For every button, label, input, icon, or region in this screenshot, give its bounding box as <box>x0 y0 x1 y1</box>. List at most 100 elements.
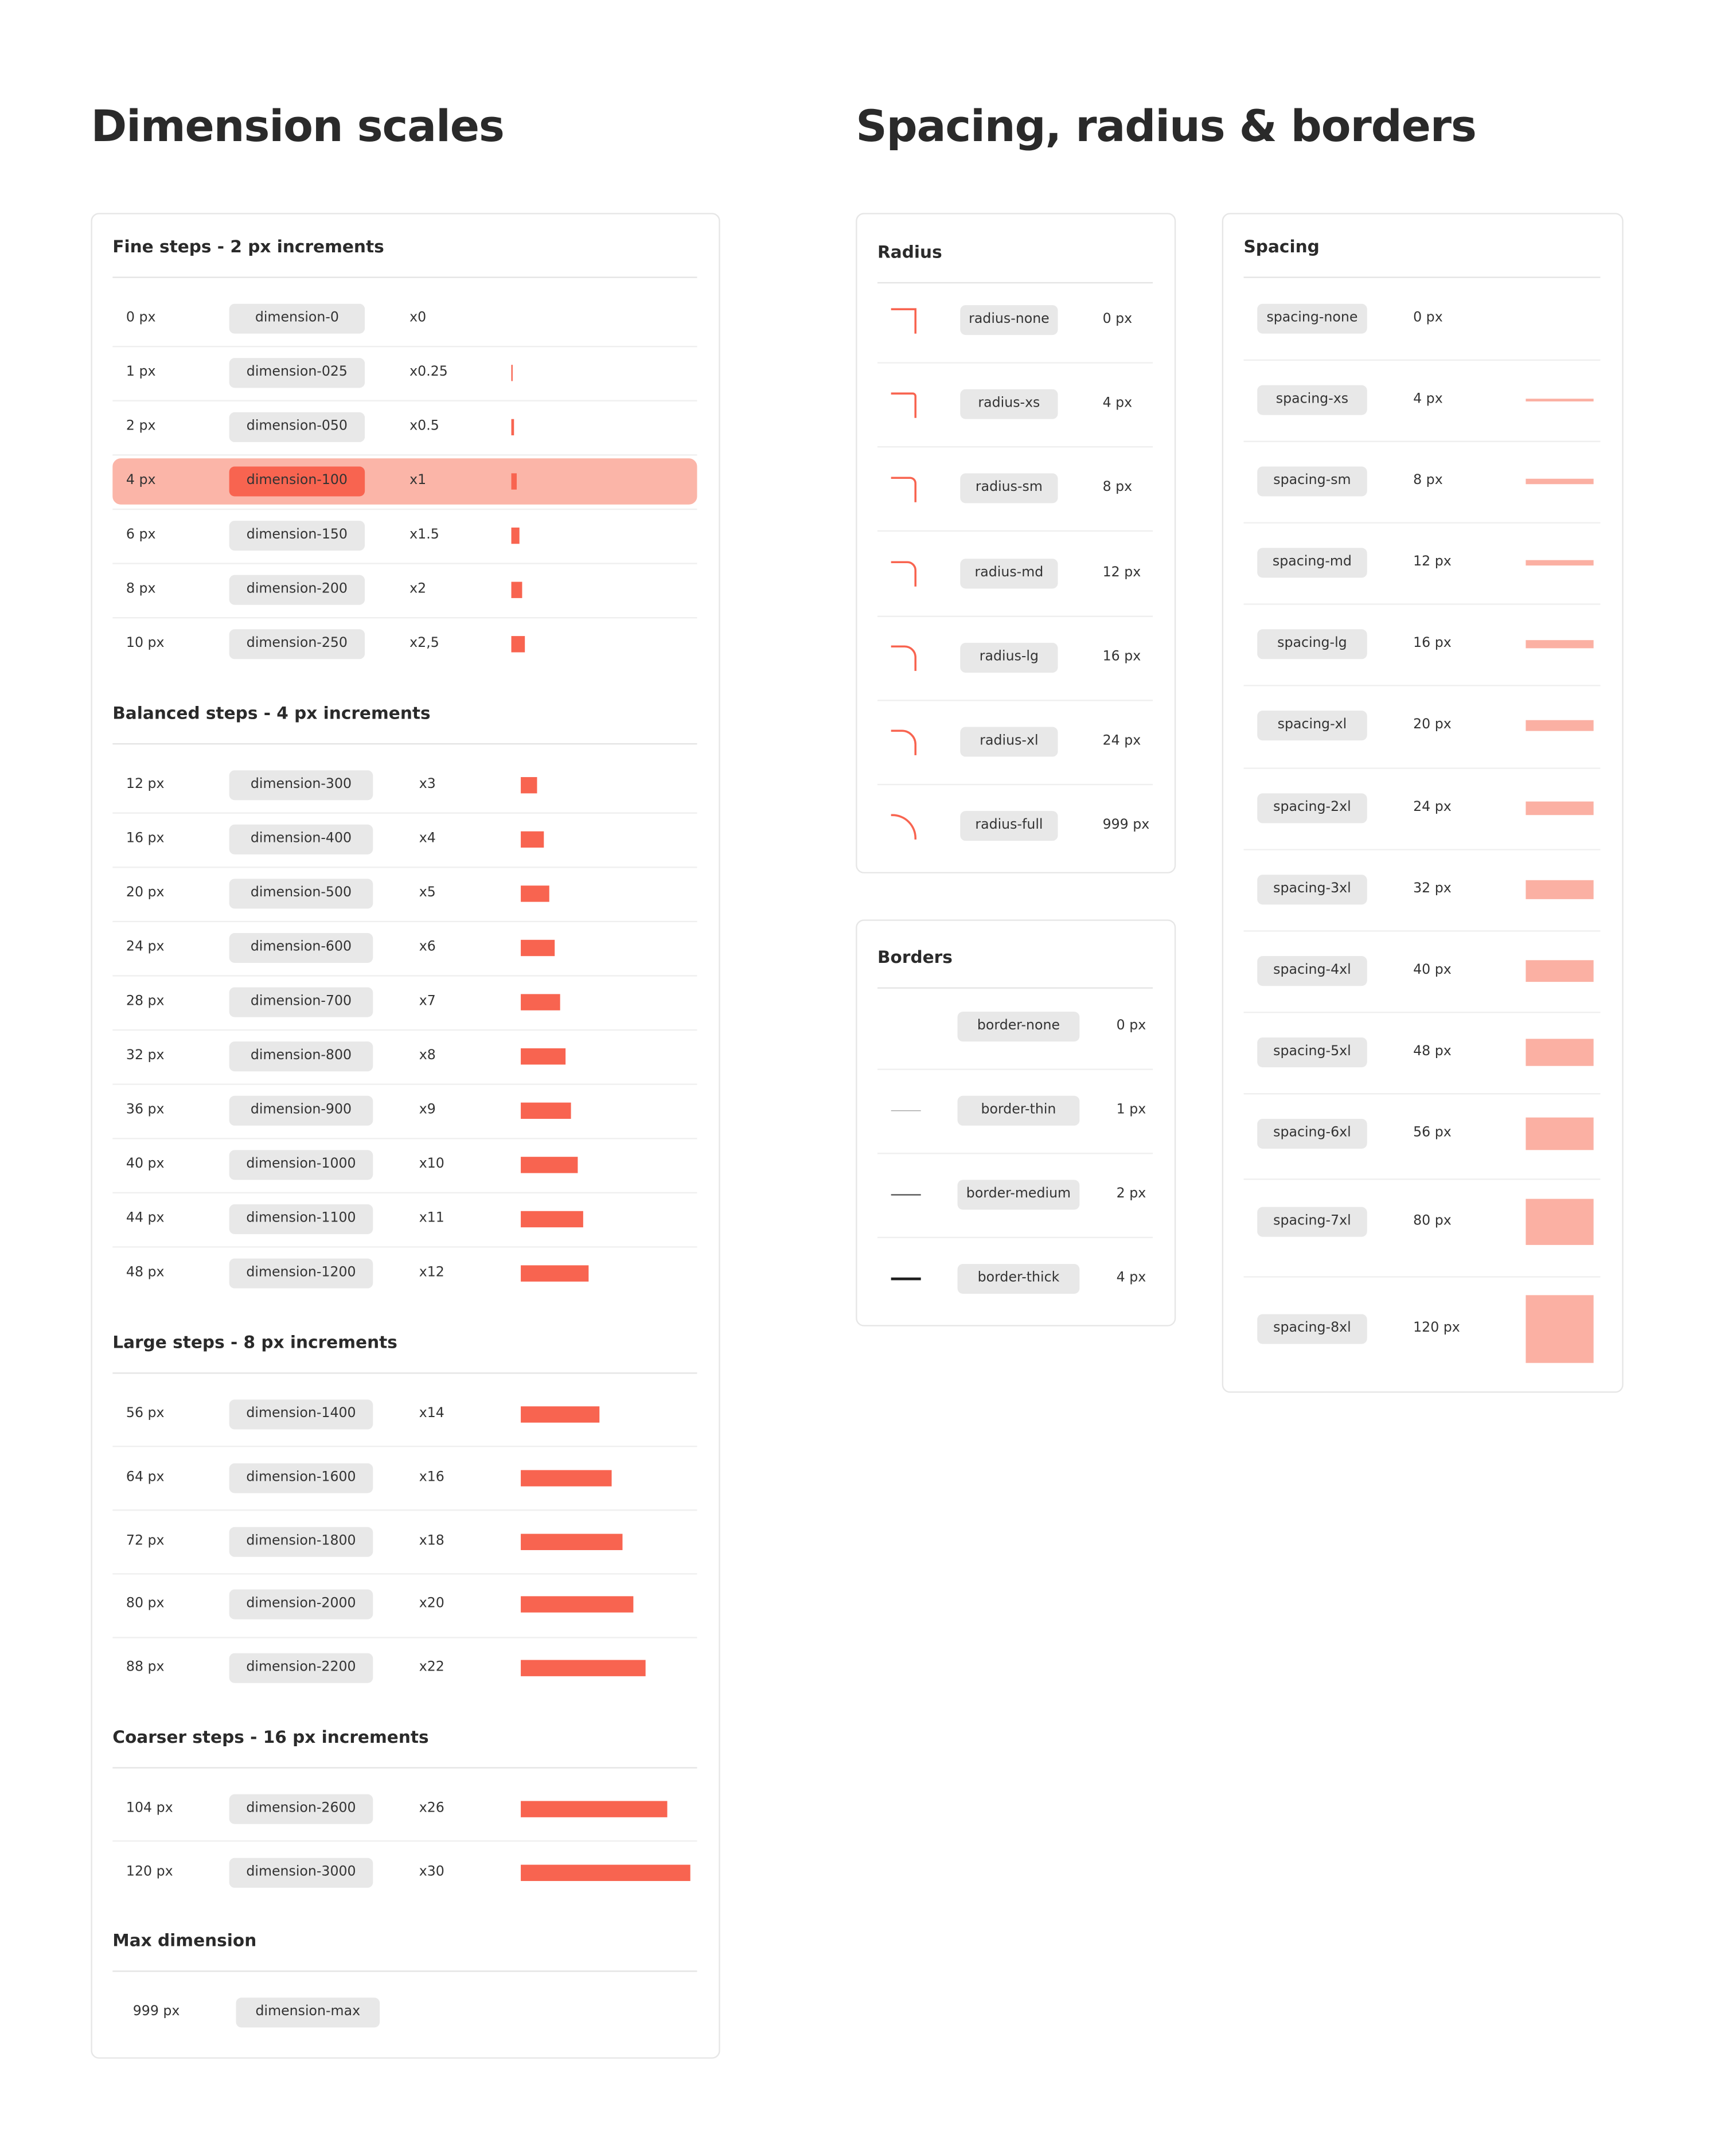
row-separator <box>1243 767 1601 768</box>
size-label: 120 px <box>1413 1321 1460 1336</box>
row-separator <box>112 563 697 564</box>
divider <box>877 987 1153 989</box>
highlight <box>112 458 697 505</box>
token: dimension-1800 <box>229 1526 373 1556</box>
spacing-swatch <box>1526 559 1594 567</box>
size-label: 36 px <box>126 1102 165 1118</box>
multiplier: x18 <box>419 1533 444 1548</box>
row-separator <box>877 362 1153 364</box>
multiplier: x1 <box>409 473 427 489</box>
size-label: 999 px <box>1102 818 1150 833</box>
row-separator <box>877 1236 1153 1239</box>
row-separator <box>112 1083 697 1085</box>
size-label: 72 px <box>126 1533 165 1548</box>
size-bar <box>521 1469 611 1486</box>
size-label: 999 px <box>132 2004 180 2020</box>
size-label: 12 px <box>126 777 165 793</box>
token: radius-full <box>960 811 1058 841</box>
token: radius-md <box>960 558 1058 588</box>
size-label: 10 px <box>126 636 165 651</box>
row-separator <box>112 346 697 348</box>
size-bar <box>511 473 517 490</box>
row-separator <box>1243 603 1601 605</box>
token: spacing-lg <box>1257 629 1367 660</box>
token: spacing-5xl <box>1257 1037 1367 1068</box>
card <box>91 213 720 2059</box>
row-separator <box>877 699 1153 701</box>
size-label: 8 px <box>126 582 156 597</box>
size-label: 80 px <box>1413 1213 1452 1229</box>
token: spacing-none <box>1257 303 1367 334</box>
token: dimension-250 <box>229 629 365 660</box>
spacing-swatch <box>1526 880 1594 899</box>
row-separator <box>1243 1093 1601 1095</box>
radius-icon <box>891 814 917 840</box>
row-separator <box>1243 440 1601 442</box>
size-label: 0 px <box>1413 310 1443 326</box>
token: radius-xl <box>960 727 1058 757</box>
size-label: 48 px <box>126 1265 165 1281</box>
multiplier: x9 <box>419 1102 436 1118</box>
size-label: 1 px <box>126 365 156 380</box>
size-label: 28 px <box>126 994 165 1009</box>
multiplier: x11 <box>419 1211 444 1226</box>
section-heading: Radius <box>877 241 942 262</box>
size-label: 0 px <box>126 310 156 326</box>
size-label: 4 px <box>126 473 156 489</box>
size-bar <box>511 636 526 653</box>
size-label: 24 px <box>1413 800 1452 815</box>
size-label: 120 px <box>126 1864 173 1880</box>
token: spacing-xl <box>1257 711 1367 741</box>
multiplier: x6 <box>419 939 436 955</box>
size-bar <box>521 1211 583 1228</box>
spacing-swatch <box>1526 399 1594 401</box>
size-label: 40 px <box>126 1157 165 1172</box>
token: spacing-8xl <box>1257 1314 1367 1344</box>
row-separator <box>1243 1012 1601 1013</box>
size-bar <box>521 1596 634 1613</box>
token: border-medium <box>957 1180 1080 1210</box>
row-separator <box>112 1138 697 1140</box>
row-separator <box>877 783 1153 785</box>
token: dimension-1100 <box>229 1204 373 1234</box>
multiplier: x0.5 <box>409 419 439 434</box>
row-separator <box>1243 930 1601 932</box>
size-label: 80 px <box>126 1596 165 1611</box>
radius-icon <box>891 477 917 502</box>
page-title: Dimension scales <box>91 100 505 152</box>
token: dimension-300 <box>229 770 373 801</box>
size-label: 32 px <box>1413 881 1452 897</box>
multiplier: x2,5 <box>409 636 439 651</box>
token: border-none <box>957 1012 1080 1042</box>
size-label: 20 px <box>126 885 165 901</box>
row-separator <box>1243 522 1601 524</box>
spacing-swatch <box>1526 959 1594 982</box>
size-label: 16 px <box>1413 636 1452 651</box>
size-bar <box>521 1102 572 1119</box>
token: dimension-2600 <box>229 1794 373 1824</box>
size-label: 104 px <box>126 1801 173 1816</box>
row-separator <box>112 975 697 977</box>
size-label: 12 px <box>1102 564 1141 580</box>
token: dimension-025 <box>229 358 365 388</box>
row-separator <box>877 1153 1153 1154</box>
size-bar <box>521 1660 645 1676</box>
row-separator <box>877 446 1153 448</box>
token: radius-xs <box>960 389 1058 420</box>
token: dimension-500 <box>229 879 373 909</box>
size-bar <box>521 939 555 957</box>
row-separator <box>112 1192 697 1194</box>
section-heading: Fine steps - 2 px increments <box>112 236 384 256</box>
token: dimension-800 <box>229 1041 373 1072</box>
token: dimension-3000 <box>229 1858 373 1888</box>
token: border-thin <box>957 1095 1080 1126</box>
size-label: 0 px <box>1102 311 1133 327</box>
token: dimension-1400 <box>229 1399 373 1430</box>
token: dimension-1000 <box>229 1150 373 1180</box>
multiplier: x12 <box>419 1265 444 1281</box>
size-label: 6 px <box>126 527 156 543</box>
multiplier: x16 <box>419 1469 444 1485</box>
token: spacing-sm <box>1257 466 1367 497</box>
size-bar <box>521 1406 600 1423</box>
size-bar <box>521 831 544 848</box>
